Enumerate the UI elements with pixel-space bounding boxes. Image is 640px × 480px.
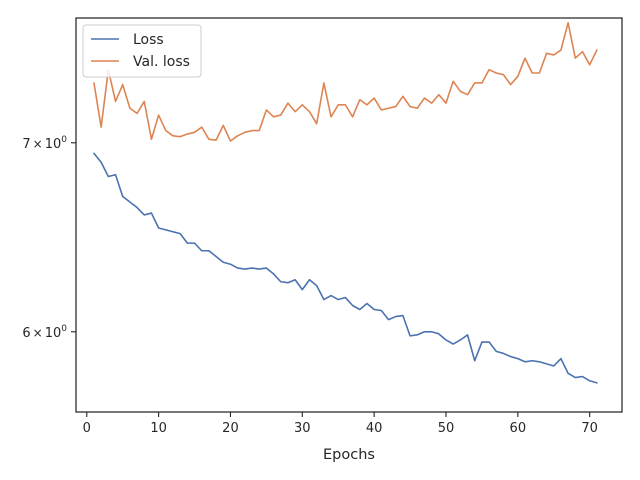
x-tick-label: 70 (581, 421, 598, 436)
x-tick-label: 30 (294, 421, 311, 436)
x-tick-label: 10 (150, 421, 167, 436)
x-tick-label: 60 (510, 421, 527, 436)
y-tick-label: 7 × 100 (22, 135, 67, 152)
y-axis-ticks: 6 × 100 7 × 100 (22, 135, 76, 341)
legend: Loss Val. loss (82, 24, 202, 78)
plot-area (76, 18, 622, 412)
series-line-val-loss (93, 21, 598, 142)
x-axis-ticks: 0 10 20 30 40 50 60 70 (83, 412, 598, 436)
series-lines (93, 21, 598, 384)
x-tick-label: 0 (83, 421, 91, 436)
x-tick-label: 20 (222, 421, 239, 436)
legend-box (82, 24, 202, 78)
legend-label-loss: Loss (133, 32, 164, 48)
x-tick-label: 40 (366, 421, 383, 436)
plot-frame (75, 17, 623, 413)
x-tick-label: 50 (438, 421, 455, 436)
y-tick-label: 6 × 100 (22, 324, 67, 341)
series-line-loss (93, 152, 598, 384)
legend-label-val-loss: Val. loss (133, 54, 190, 70)
x-axis-label: Epochs (323, 447, 375, 463)
